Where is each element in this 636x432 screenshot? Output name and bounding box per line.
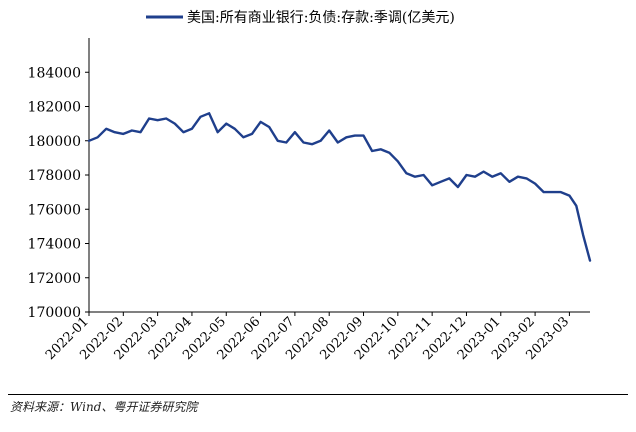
source-note: 资料来源：Wind、粤开证券研究院 xyxy=(10,400,198,414)
y-tick-label: 170000 xyxy=(28,305,81,321)
plot-area xyxy=(87,112,592,262)
y-tick-label: 176000 xyxy=(28,202,81,218)
y-tick-label: 182000 xyxy=(28,100,81,116)
y-tick-label: 172000 xyxy=(28,271,81,287)
series-line xyxy=(87,112,592,262)
footer-divider xyxy=(8,394,628,395)
y-tick-label: 178000 xyxy=(28,168,81,184)
line-chart: 美国:所有商业银行:负债:存款:季调(亿美元) 170000 172000 1740… xyxy=(28,10,592,363)
chart-legend: 美国:所有商业银行:负债:存款:季调(亿美元) xyxy=(146,10,455,26)
y-tick-label: 184000 xyxy=(28,65,81,81)
y-tick-label: 174000 xyxy=(28,237,81,253)
legend-series-label: 美国:所有商业银行:负债:存款:季调(亿美元) xyxy=(187,10,455,26)
x-axis: 2022-012022-022022-032022-042022-052022-… xyxy=(43,311,590,363)
y-axis: 170000 172000 174000 176000 178000 180000 1820… xyxy=(28,38,90,321)
y-tick-label: 180000 xyxy=(28,134,81,150)
